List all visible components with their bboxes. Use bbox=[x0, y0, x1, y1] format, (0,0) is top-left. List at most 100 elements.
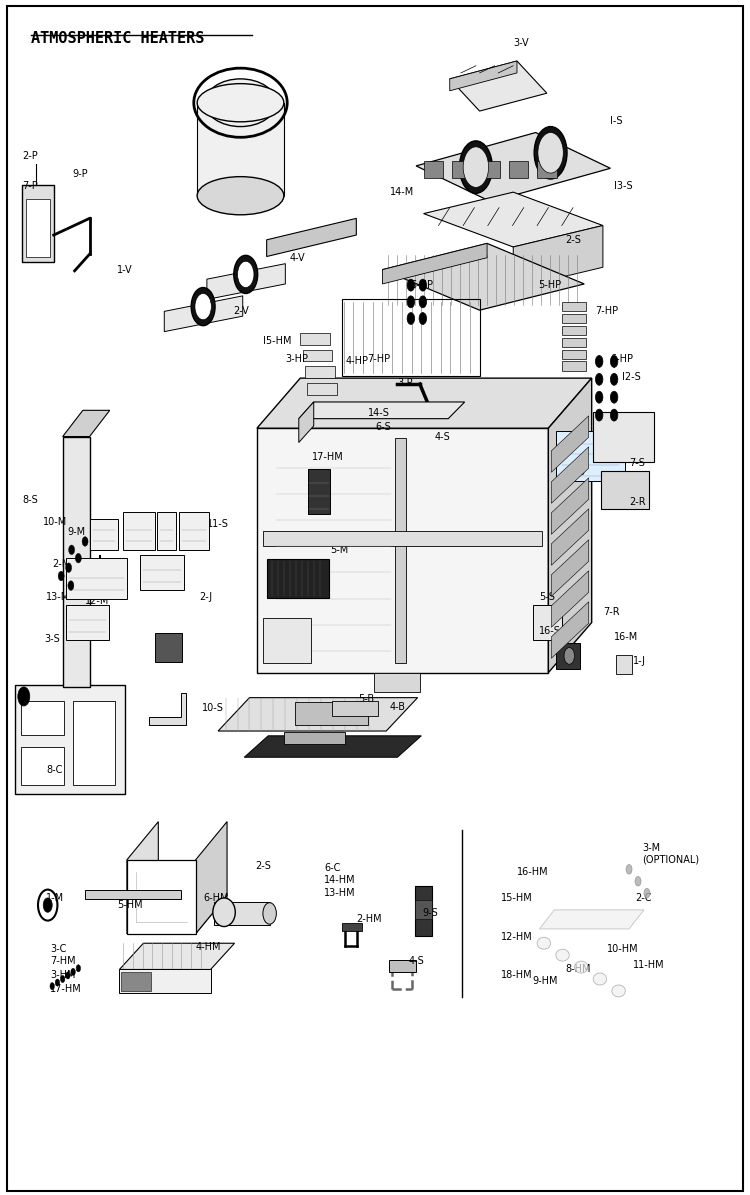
Text: 18-HM: 18-HM bbox=[500, 970, 532, 980]
Ellipse shape bbox=[263, 902, 276, 924]
Text: 8-C: 8-C bbox=[46, 765, 62, 776]
Circle shape bbox=[18, 687, 30, 706]
Text: 3-B: 3-B bbox=[401, 674, 417, 684]
Bar bbox=[268, 559, 328, 598]
Bar bbox=[179, 511, 209, 550]
Text: 2-B: 2-B bbox=[285, 583, 302, 593]
Polygon shape bbox=[63, 436, 89, 687]
Circle shape bbox=[610, 355, 618, 367]
Circle shape bbox=[419, 313, 427, 325]
Bar bbox=[562, 349, 586, 358]
Text: 1-G: 1-G bbox=[167, 646, 184, 656]
Text: I3-S: I3-S bbox=[614, 182, 633, 191]
Polygon shape bbox=[424, 192, 603, 247]
Circle shape bbox=[419, 280, 427, 292]
Text: 4-HP: 4-HP bbox=[345, 356, 368, 367]
Bar bbox=[21, 747, 64, 785]
Bar bbox=[123, 511, 154, 550]
Bar bbox=[556, 430, 625, 480]
Circle shape bbox=[407, 280, 415, 292]
Text: 15-HM: 15-HM bbox=[500, 893, 532, 903]
Circle shape bbox=[58, 571, 64, 581]
Bar bbox=[424, 161, 443, 178]
Circle shape bbox=[596, 391, 603, 403]
Text: 2-S: 2-S bbox=[256, 860, 272, 871]
Circle shape bbox=[407, 296, 415, 308]
Text: 1-J: 1-J bbox=[633, 656, 646, 666]
Text: 10-HM: 10-HM bbox=[607, 944, 638, 954]
Text: 17-HM: 17-HM bbox=[50, 983, 82, 993]
Circle shape bbox=[610, 391, 618, 403]
Circle shape bbox=[234, 256, 258, 294]
Bar bbox=[121, 972, 151, 991]
Circle shape bbox=[50, 982, 55, 989]
Text: 7-P: 7-P bbox=[22, 182, 38, 191]
Text: 13-HM: 13-HM bbox=[324, 888, 356, 899]
Text: 10-M: 10-M bbox=[43, 517, 67, 527]
Bar bbox=[73, 701, 115, 785]
Bar bbox=[562, 314, 586, 324]
Ellipse shape bbox=[205, 79, 276, 127]
Polygon shape bbox=[307, 382, 337, 394]
Polygon shape bbox=[382, 244, 584, 311]
Text: I5-HM: I5-HM bbox=[263, 336, 292, 347]
Polygon shape bbox=[196, 822, 227, 933]
Text: 4-M: 4-M bbox=[85, 559, 104, 569]
Polygon shape bbox=[450, 61, 517, 91]
Circle shape bbox=[195, 294, 211, 320]
Polygon shape bbox=[302, 349, 332, 361]
Text: 2-S: 2-S bbox=[566, 235, 581, 245]
Bar bbox=[89, 519, 118, 550]
Polygon shape bbox=[551, 447, 589, 503]
Bar bbox=[22, 185, 54, 263]
Polygon shape bbox=[149, 693, 186, 725]
Text: 5-S: 5-S bbox=[539, 593, 555, 602]
Bar bbox=[157, 511, 176, 550]
Circle shape bbox=[56, 979, 60, 986]
Circle shape bbox=[71, 968, 75, 975]
Polygon shape bbox=[257, 428, 548, 673]
Circle shape bbox=[538, 133, 563, 173]
Polygon shape bbox=[551, 540, 589, 596]
Bar bbox=[480, 161, 500, 178]
Text: 3-HM: 3-HM bbox=[50, 970, 76, 980]
Text: 6-S: 6-S bbox=[375, 422, 391, 433]
Polygon shape bbox=[197, 103, 284, 196]
Polygon shape bbox=[207, 264, 285, 300]
Text: 2-V: 2-V bbox=[233, 306, 249, 317]
Circle shape bbox=[44, 897, 52, 912]
Ellipse shape bbox=[574, 961, 588, 973]
Text: 5-B: 5-B bbox=[358, 694, 374, 704]
Polygon shape bbox=[513, 226, 603, 289]
Text: 1-V: 1-V bbox=[117, 264, 133, 275]
Text: 16-S: 16-S bbox=[539, 626, 561, 636]
Bar bbox=[533, 605, 562, 641]
Text: 8-HM: 8-HM bbox=[566, 964, 591, 974]
Bar bbox=[562, 302, 586, 312]
Text: 12-HM: 12-HM bbox=[500, 932, 532, 943]
Text: 16-M: 16-M bbox=[614, 632, 638, 642]
Ellipse shape bbox=[197, 177, 284, 215]
Bar bbox=[395, 437, 406, 663]
Ellipse shape bbox=[213, 897, 236, 926]
Text: 4-HM: 4-HM bbox=[196, 942, 221, 952]
Text: 2-J: 2-J bbox=[200, 593, 212, 602]
Polygon shape bbox=[551, 416, 589, 472]
Polygon shape bbox=[164, 296, 243, 332]
Polygon shape bbox=[244, 736, 422, 758]
Bar bbox=[295, 703, 368, 725]
Polygon shape bbox=[304, 366, 334, 378]
Polygon shape bbox=[298, 402, 465, 418]
Polygon shape bbox=[267, 219, 356, 257]
Bar bbox=[537, 161, 556, 178]
Text: 3-C: 3-C bbox=[50, 944, 66, 954]
Circle shape bbox=[596, 409, 603, 421]
Bar bbox=[452, 161, 472, 178]
Bar bbox=[263, 532, 542, 546]
Circle shape bbox=[238, 262, 254, 288]
Bar bbox=[155, 633, 182, 662]
Text: 5-HM: 5-HM bbox=[117, 900, 142, 911]
Bar bbox=[66, 605, 109, 641]
Bar bbox=[342, 923, 362, 931]
Text: 7-S: 7-S bbox=[629, 458, 645, 467]
